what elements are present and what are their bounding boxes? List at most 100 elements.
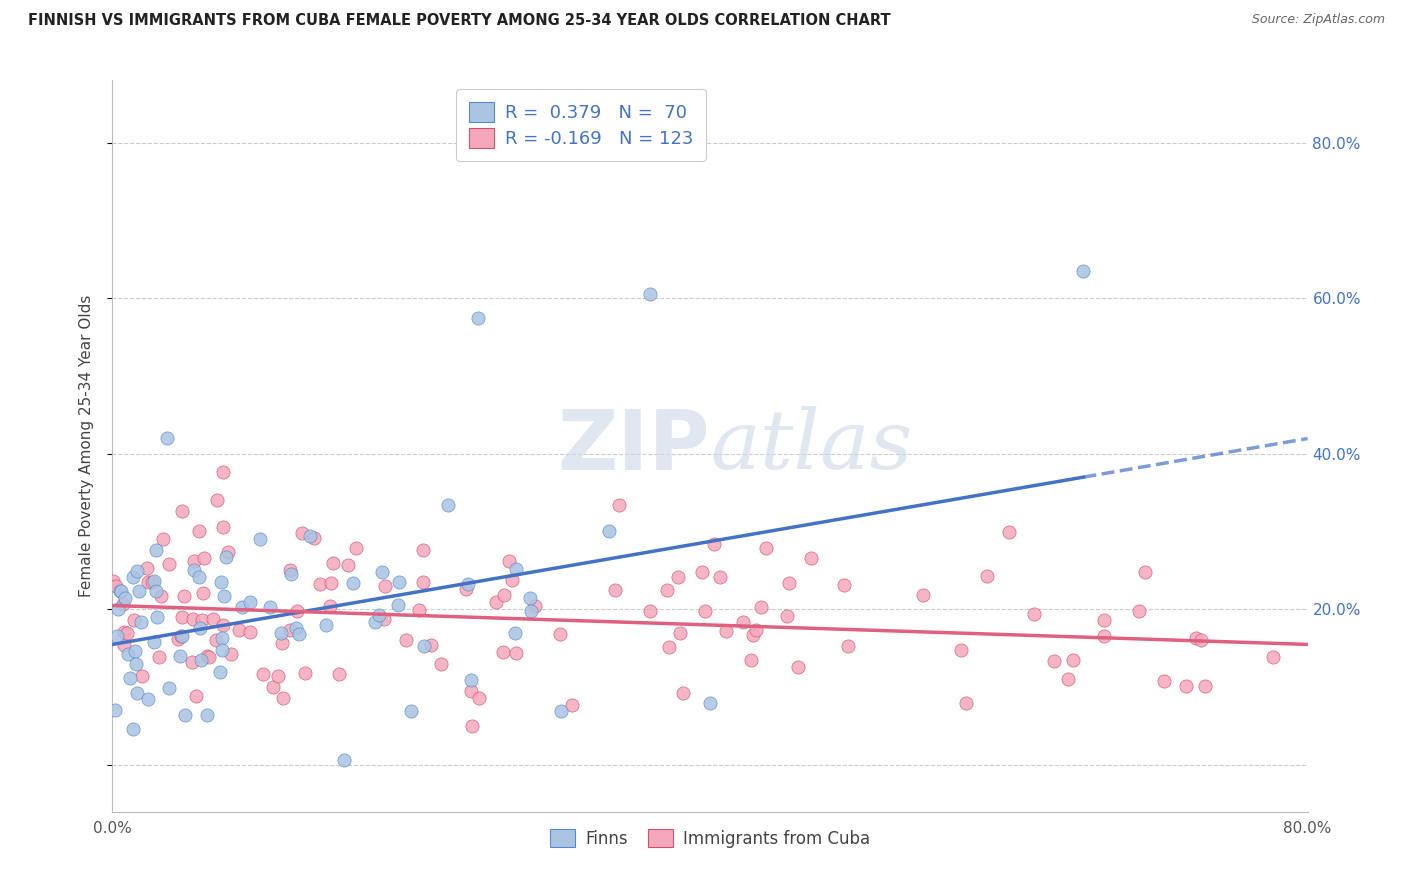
Point bbox=[412, 543, 434, 558]
Point bbox=[120, 671, 142, 685]
Point bbox=[278, 624, 301, 638]
Point bbox=[280, 567, 302, 582]
Point bbox=[110, 583, 132, 598]
Point bbox=[193, 551, 215, 566]
Point bbox=[430, 657, 453, 672]
Point bbox=[146, 610, 169, 624]
Point bbox=[211, 643, 233, 657]
Point bbox=[259, 600, 281, 615]
Point bbox=[669, 626, 692, 640]
Point bbox=[188, 621, 211, 635]
Point bbox=[128, 584, 150, 599]
Point bbox=[1057, 672, 1080, 686]
Point bbox=[501, 573, 523, 587]
Point bbox=[152, 532, 174, 546]
Point bbox=[1073, 264, 1095, 278]
Point bbox=[285, 604, 308, 618]
Point bbox=[333, 752, 356, 766]
Point bbox=[105, 579, 128, 593]
Point bbox=[485, 595, 508, 609]
Point bbox=[239, 595, 262, 609]
Point bbox=[184, 689, 207, 703]
Point bbox=[751, 600, 773, 615]
Point bbox=[209, 575, 232, 590]
Point bbox=[671, 686, 693, 700]
Point bbox=[122, 613, 145, 627]
Point bbox=[262, 680, 284, 694]
Point bbox=[505, 626, 527, 640]
Legend: Finns, Immigrants from Cuba: Finns, Immigrants from Cuba bbox=[544, 822, 876, 855]
Point bbox=[714, 624, 737, 638]
Point bbox=[492, 645, 515, 659]
Point bbox=[832, 578, 855, 592]
Point bbox=[837, 639, 859, 653]
Point bbox=[787, 660, 810, 674]
Point bbox=[173, 589, 195, 603]
Point bbox=[1175, 679, 1198, 693]
Point bbox=[561, 698, 583, 712]
Point bbox=[141, 575, 163, 590]
Point bbox=[174, 707, 197, 722]
Text: Source: ZipAtlas.com: Source: ZipAtlas.com bbox=[1251, 13, 1385, 27]
Point bbox=[121, 722, 143, 736]
Point bbox=[145, 583, 167, 598]
Point bbox=[505, 562, 527, 576]
Point bbox=[998, 524, 1021, 539]
Point bbox=[598, 524, 620, 538]
Point bbox=[1184, 631, 1206, 645]
Point bbox=[703, 537, 725, 551]
Point bbox=[181, 612, 204, 626]
Point bbox=[169, 629, 191, 643]
Text: FINNISH VS IMMIGRANTS FROM CUBA FEMALE POVERTY AMONG 25-34 YEAR OLDS CORRELATION: FINNISH VS IMMIGRANTS FROM CUBA FEMALE P… bbox=[28, 13, 891, 29]
Text: atlas: atlas bbox=[710, 406, 912, 486]
Point bbox=[202, 612, 225, 626]
Point bbox=[468, 691, 491, 706]
Point bbox=[709, 570, 731, 584]
Point bbox=[399, 704, 422, 718]
Point bbox=[294, 665, 316, 680]
Point bbox=[298, 529, 321, 543]
Point bbox=[1092, 629, 1115, 643]
Point bbox=[129, 615, 152, 630]
Point bbox=[205, 493, 228, 508]
Point bbox=[198, 650, 221, 665]
Point bbox=[603, 582, 626, 597]
Point bbox=[1062, 653, 1084, 667]
Point bbox=[342, 575, 364, 590]
Point bbox=[104, 703, 127, 717]
Point bbox=[105, 629, 128, 643]
Point bbox=[157, 557, 180, 571]
Point bbox=[190, 653, 212, 667]
Point bbox=[291, 526, 314, 541]
Point bbox=[460, 673, 482, 688]
Point bbox=[214, 589, 236, 603]
Point bbox=[195, 708, 218, 723]
Point bbox=[212, 519, 235, 533]
Point bbox=[550, 704, 572, 718]
Point bbox=[364, 615, 387, 630]
Text: ZIP: ZIP bbox=[558, 406, 710, 486]
Point bbox=[519, 591, 541, 605]
Point bbox=[1261, 649, 1284, 664]
Point bbox=[638, 604, 661, 618]
Point bbox=[655, 582, 678, 597]
Point bbox=[741, 628, 763, 642]
Point bbox=[107, 602, 129, 616]
Point bbox=[124, 644, 146, 658]
Point bbox=[387, 598, 409, 612]
Point bbox=[138, 575, 160, 590]
Point bbox=[408, 603, 430, 617]
Point bbox=[374, 579, 396, 593]
Point bbox=[191, 586, 214, 600]
Point bbox=[211, 631, 233, 645]
Point bbox=[498, 554, 520, 568]
Point bbox=[304, 531, 326, 545]
Point bbox=[112, 638, 135, 652]
Point bbox=[136, 691, 159, 706]
Point bbox=[156, 431, 179, 445]
Point bbox=[108, 584, 131, 599]
Point bbox=[205, 632, 228, 647]
Point bbox=[413, 639, 436, 653]
Point bbox=[420, 639, 443, 653]
Point bbox=[239, 625, 262, 640]
